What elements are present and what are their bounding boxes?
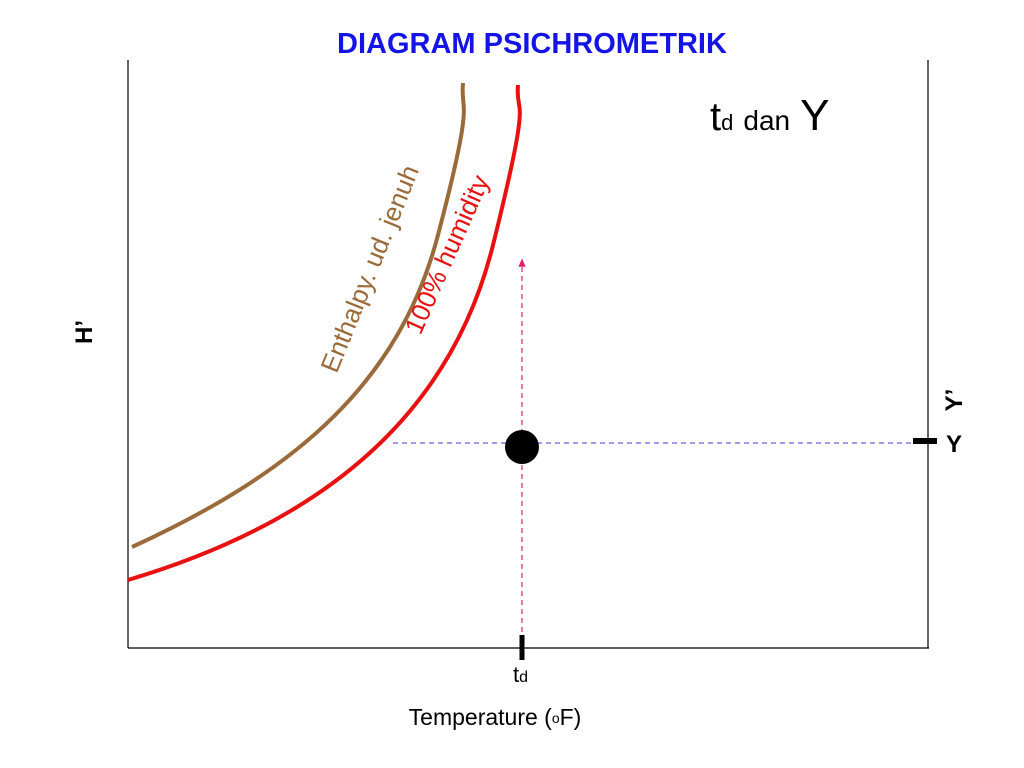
y-label: Y — [946, 431, 962, 458]
title: DIAGRAM PSICHROMETRIK — [337, 28, 727, 60]
saturation-curve — [127, 84, 522, 582]
td-label: td — [513, 662, 528, 687]
heading-sub: d — [721, 110, 733, 135]
x-label-sup: o — [552, 710, 560, 726]
x-label-after: F) — [560, 704, 582, 730]
heading-dan: dan — [743, 105, 790, 136]
heading: td dan Y — [710, 91, 829, 140]
y-axis-label: H’ — [71, 320, 98, 344]
td-t: t — [513, 662, 519, 687]
heading-t: t — [710, 95, 721, 139]
enthalpy-label: Enthalpy. ud. jenuh — [314, 161, 424, 377]
heading-y: Y — [800, 91, 829, 140]
y-prime-label: Y’ — [941, 389, 968, 412]
x-axis-label: Temperature (oF) — [409, 704, 582, 730]
x-label-before: Temperature ( — [409, 704, 553, 730]
enthalpy-curve — [131, 82, 466, 549]
td-sub: d — [519, 669, 528, 686]
state-point — [505, 430, 539, 464]
